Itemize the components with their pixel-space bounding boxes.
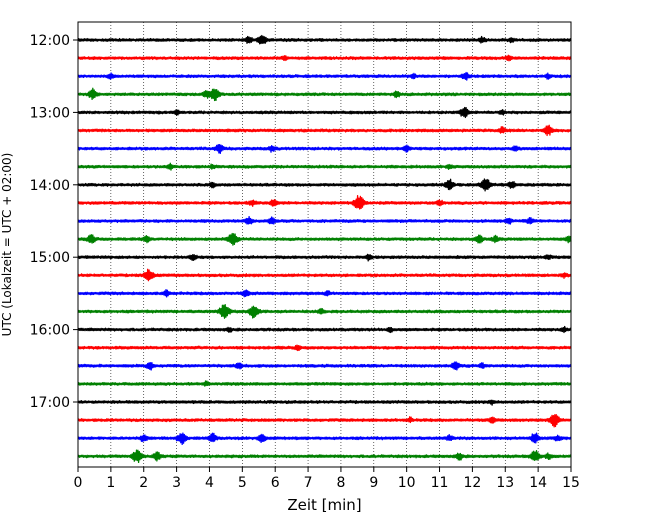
trace-line [77, 216, 572, 225]
x-tick-label: 8 [336, 475, 345, 491]
trace-line [77, 303, 572, 319]
trace-line [77, 124, 572, 137]
x-tick-label: 6 [271, 475, 280, 491]
trace-line [77, 143, 572, 155]
trace-line [77, 413, 572, 428]
x-tick-label: 1 [106, 475, 115, 491]
y-tick-label: 17:00 [30, 395, 70, 411]
trace-line [77, 432, 572, 446]
x-tick-label: 13 [496, 475, 514, 491]
trace-line [77, 34, 572, 45]
trace-line [77, 289, 572, 298]
y-tick-label: 12:00 [30, 33, 70, 49]
x-tick-label: 15 [562, 475, 580, 491]
x-tick-label: 12 [463, 475, 481, 491]
trace-line [77, 106, 572, 119]
x-tick-label: 4 [205, 475, 214, 491]
x-tick-label: 14 [529, 475, 547, 491]
x-tick-label: 9 [369, 475, 378, 491]
trace-line [77, 178, 572, 192]
x-axis-ticks: 0 1 2 3 4 5 6 7 8 9 10 11 12 13 14 15 [74, 467, 580, 491]
x-tick-label: 2 [139, 475, 148, 491]
y-axis-ticks: 12:00 13:00 14:00 15:00 16:00 17:00 [30, 33, 78, 411]
trace-line [77, 268, 572, 282]
trace-line [77, 344, 572, 352]
trace-line [77, 195, 572, 210]
trace-line [77, 253, 572, 262]
trace-line [77, 325, 572, 334]
seismic-traces [77, 34, 572, 464]
y-tick-label: 15:00 [30, 250, 70, 266]
x-tick-label: 0 [74, 475, 83, 491]
y-tick-label: 13:00 [30, 105, 70, 121]
trace-line [77, 449, 572, 464]
x-tick-label: 11 [431, 475, 449, 491]
x-axis-label: Zeit [min] [287, 496, 361, 514]
trace-line [77, 380, 572, 387]
trace-line [77, 162, 572, 171]
x-tick-label: 7 [304, 475, 313, 491]
trace-line [77, 71, 572, 81]
x-tick-label: 10 [398, 475, 416, 491]
vertical-gridlines [110, 22, 539, 467]
trace-line [77, 87, 572, 102]
trace-line [77, 399, 572, 406]
y-axis-label: UTC (Lokalzeit = UTC + 02:00) [0, 153, 14, 337]
y-tick-label: 14:00 [30, 178, 70, 194]
trace-line [77, 361, 572, 371]
plot-frame [77, 21, 572, 468]
y-tick-label: 16:00 [30, 323, 70, 339]
x-tick-label: 5 [238, 475, 247, 491]
x-tick-label: 3 [172, 475, 181, 491]
trace-line [77, 54, 572, 62]
trace-line [77, 232, 572, 246]
